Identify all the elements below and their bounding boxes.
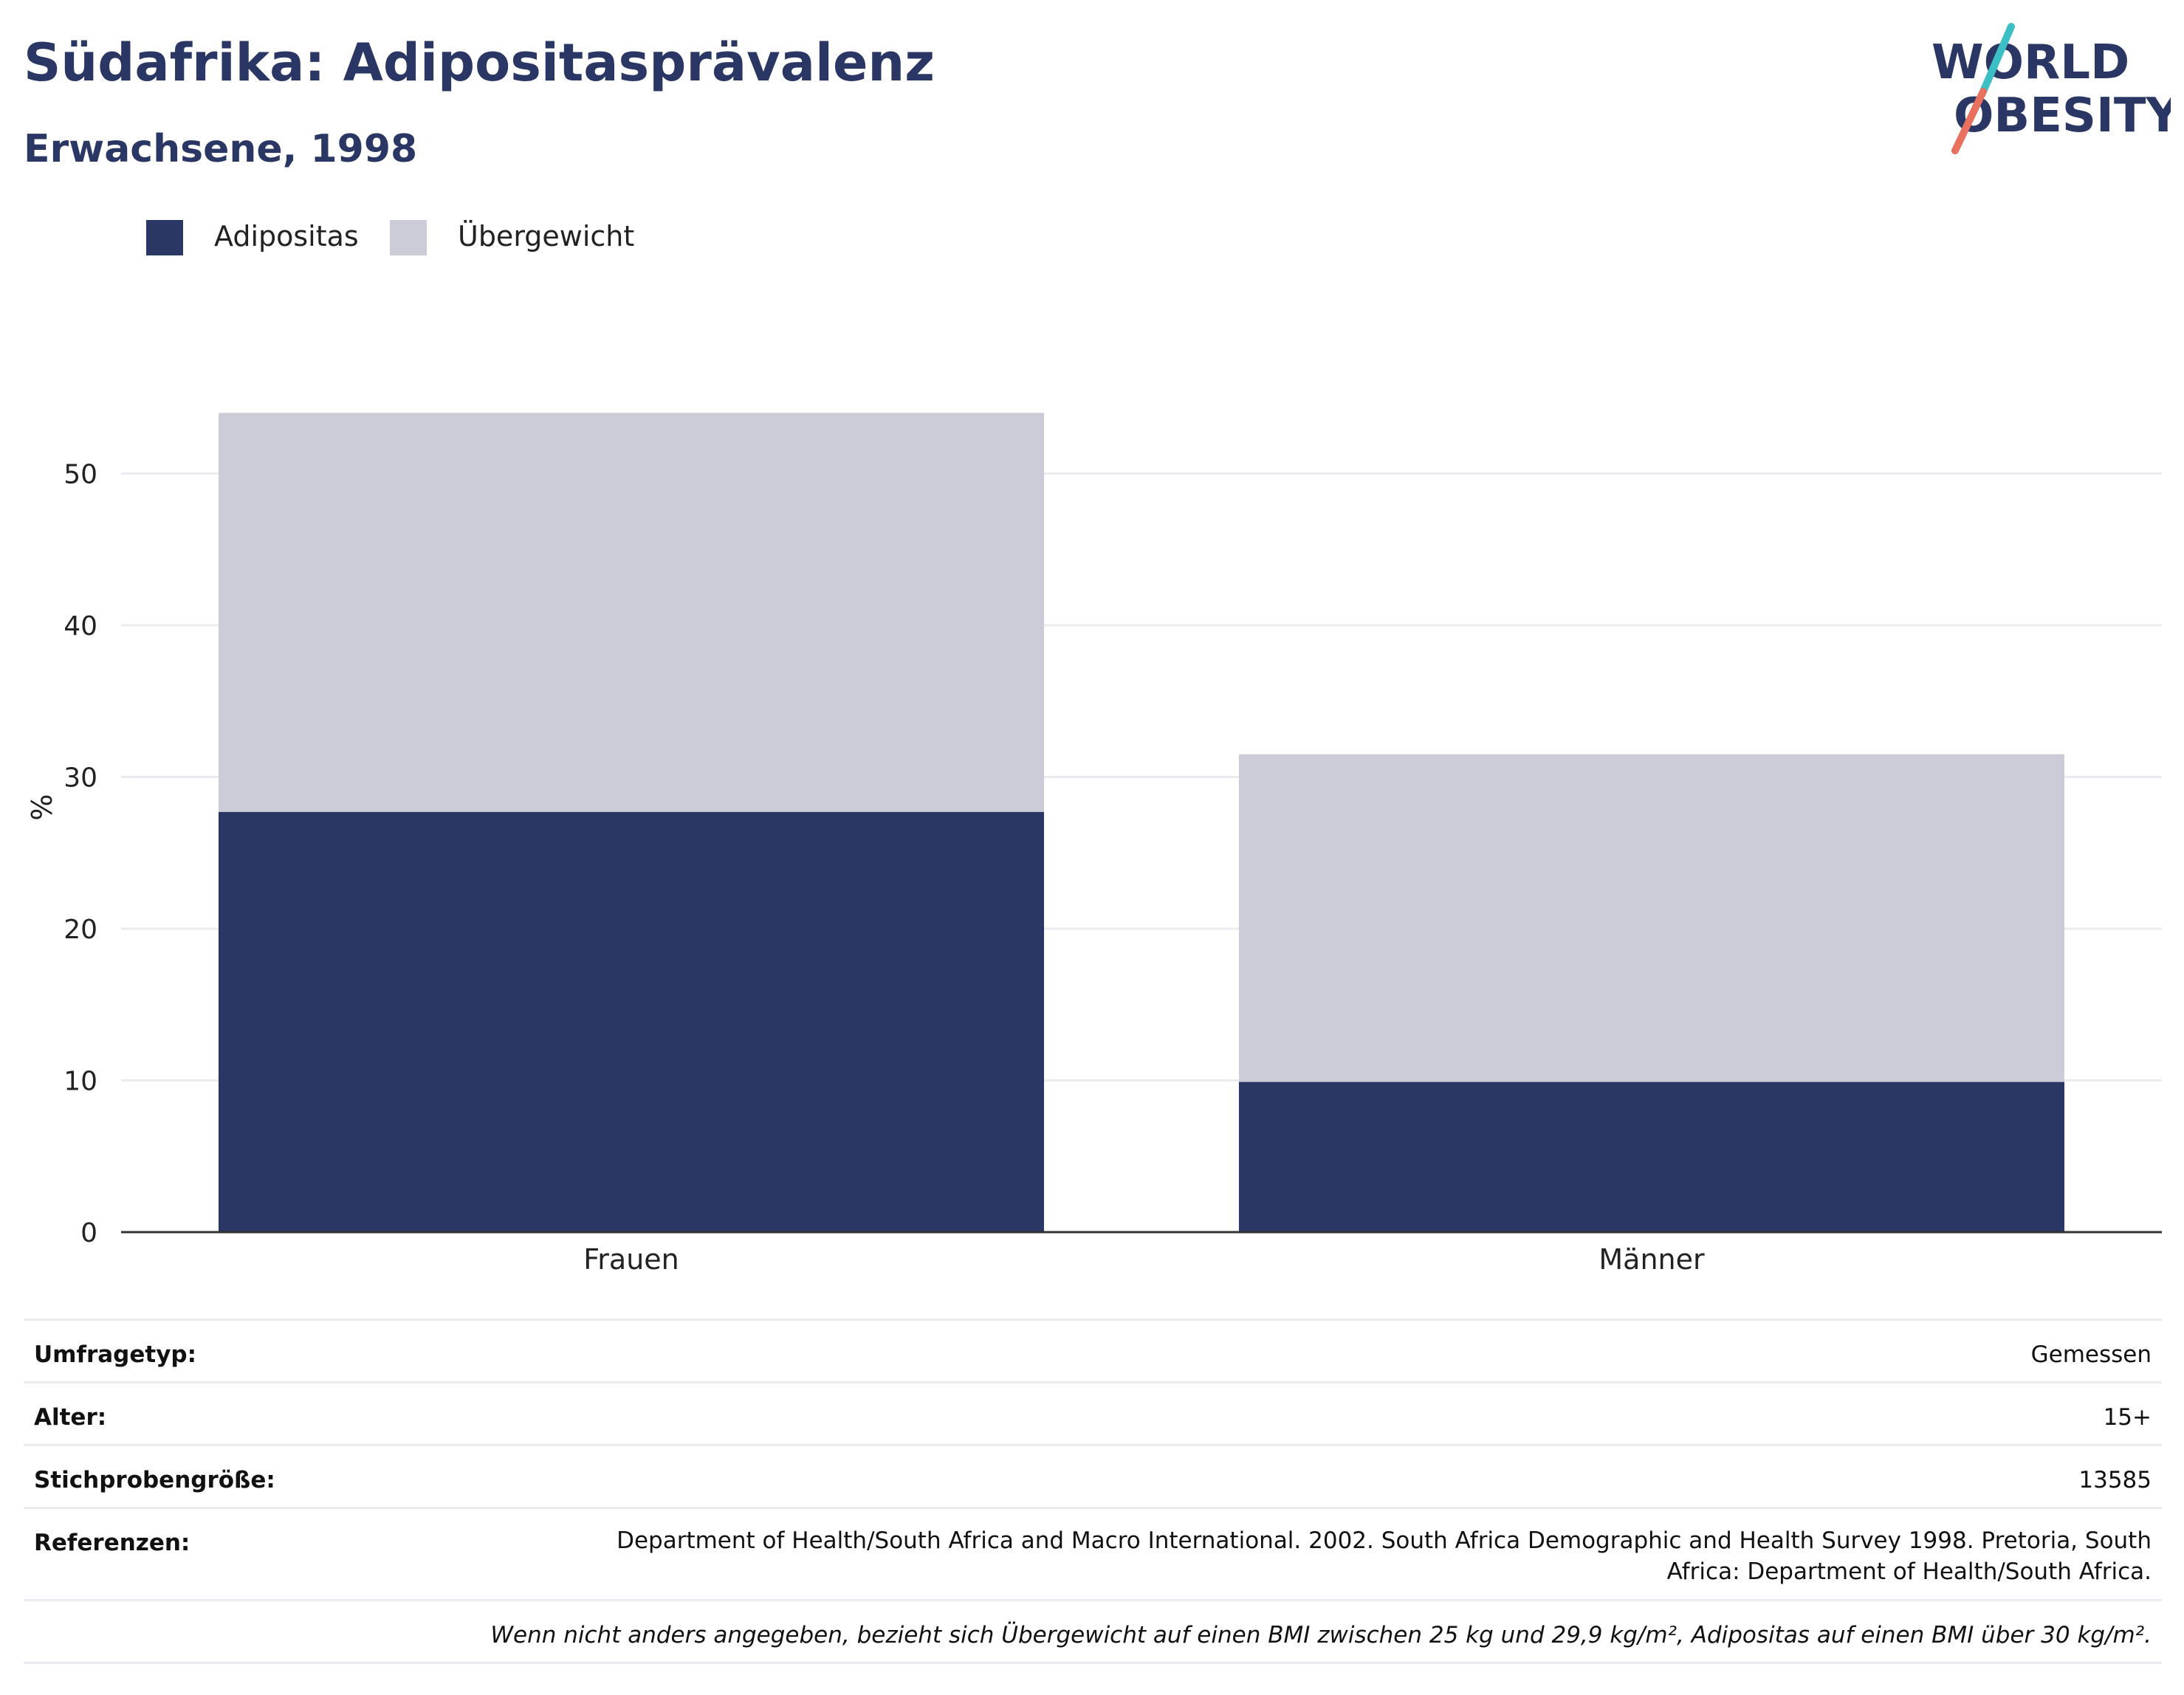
survey-info-table: Umfragetyp: Gemessen Alter: 15+ Stichpro…: [24, 1318, 2162, 1664]
definition-note: Wenn nicht anders angegeben, bezieht sic…: [490, 1622, 2152, 1648]
y-tick-label: 20: [63, 915, 97, 945]
info-label: Alter:: [34, 1404, 107, 1431]
info-row-alter: Alter: 15+: [24, 1381, 2162, 1444]
info-row-referenzen: Referenzen: Department of Health/South A…: [24, 1507, 2162, 1599]
info-row-umfragetyp: Umfragetyp: Gemessen: [24, 1318, 2162, 1381]
info-label: Stichprobengröße:: [34, 1467, 275, 1493]
y-tick-label: 40: [63, 611, 97, 642]
bar-uebergewicht-0: [219, 413, 1044, 812]
world-obesity-logo: WORLD OBESITY: [1931, 23, 2171, 154]
y-tick-label: 30: [63, 763, 97, 794]
info-value: 13585: [2078, 1467, 2152, 1493]
bar-uebergewicht-1: [1239, 754, 2064, 1082]
info-divider: [24, 1662, 2162, 1664]
chart-subtitle: Erwachsene, 1998: [24, 127, 418, 171]
info-value: 15+: [2103, 1404, 2152, 1431]
info-row-note: Wenn nicht anders angegeben, bezieht sic…: [24, 1599, 2162, 1662]
info-label: Umfragetyp:: [34, 1341, 196, 1368]
legend-swatch-adipositas: [146, 220, 183, 255]
y-tick-label: 0: [80, 1218, 97, 1248]
info-row-stichprobengroesse: Stichprobengröße: 13585: [24, 1444, 2162, 1507]
legend-swatch-uebergewicht: [390, 220, 427, 255]
legend-label-uebergewicht: Übergewicht: [458, 220, 635, 252]
legend-label-adipositas: Adipositas: [214, 220, 359, 252]
y-tick-label: 10: [63, 1067, 97, 1097]
bar-chart: 0 10 20 30 40 50 Frauen Männer%: [26, 413, 2162, 1276]
y-axis-label: %: [26, 794, 58, 821]
y-tick-label: 50: [63, 460, 97, 490]
bar-adipositas-0: [219, 811, 1044, 1232]
chart-title: Südafrika: Adipositasprävalenz: [24, 32, 935, 93]
info-label: Referenzen:: [34, 1530, 190, 1556]
bar-adipositas-1: [1239, 1082, 2064, 1232]
x-category-label: Männer: [1598, 1243, 1705, 1276]
logo-obesity-text: OBESITY: [1954, 89, 2171, 143]
info-value: Gemessen: [2030, 1341, 2152, 1368]
logo-world-text: WORLD: [1931, 35, 2129, 90]
info-value: Department of Health/South Africa and Ma…: [617, 1527, 2152, 1585]
x-category-label: Frauen: [583, 1243, 679, 1276]
